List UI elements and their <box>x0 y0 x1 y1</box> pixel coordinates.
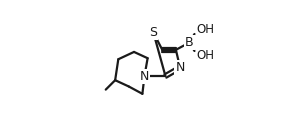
Text: B: B <box>185 36 194 49</box>
Text: N: N <box>175 61 185 74</box>
Text: N: N <box>140 69 149 83</box>
Text: OH: OH <box>197 49 215 62</box>
Text: S: S <box>149 26 157 39</box>
Text: OH: OH <box>197 23 215 36</box>
